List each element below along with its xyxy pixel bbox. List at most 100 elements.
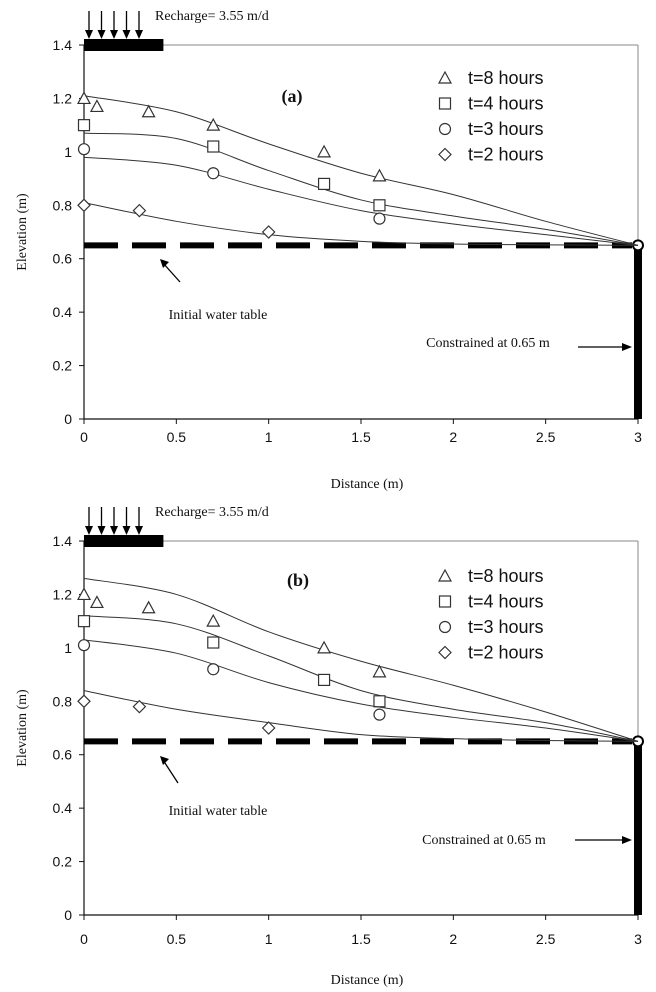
data-point bbox=[132, 699, 147, 714]
legend-label: t=8 hours bbox=[468, 68, 544, 88]
data-point bbox=[206, 117, 221, 131]
legend-marker bbox=[438, 620, 452, 634]
series-circle bbox=[77, 143, 639, 246]
model-curve bbox=[83, 156, 639, 246]
recharge-arrowhead bbox=[97, 526, 106, 535]
y-tick-label: 0.2 bbox=[53, 358, 73, 374]
data-point bbox=[317, 144, 332, 158]
data-point bbox=[317, 177, 331, 191]
data-point bbox=[76, 587, 92, 601]
x-tick-label: 3 bbox=[634, 429, 642, 445]
y-tick-label: 0.8 bbox=[53, 693, 73, 709]
chart-panel-a: 0 0.2 0.4 0.6 0.8 1 1.2 1.4 0 0.5 1 1.5 2 2.5 3 Distanc… bbox=[15, 9, 644, 492]
constraint-label: Constrained at 0.65 m bbox=[422, 833, 546, 848]
water-table-pointer-head bbox=[160, 756, 169, 765]
legend-label: t=2 hours bbox=[468, 145, 544, 165]
data-point bbox=[207, 140, 220, 153]
y-tick-label: 0 bbox=[64, 907, 72, 923]
series-triangle bbox=[76, 577, 639, 742]
x-tick-label: 3 bbox=[634, 931, 642, 947]
x-tick-label: 2.5 bbox=[536, 931, 556, 947]
y-tick-label: 0.6 bbox=[53, 251, 73, 267]
legend-label: t=4 hours bbox=[468, 94, 544, 114]
series-square bbox=[77, 615, 639, 742]
data-point bbox=[132, 203, 147, 218]
model-curve bbox=[83, 202, 639, 246]
panel-label: (a) bbox=[282, 86, 303, 107]
model-curve bbox=[83, 615, 639, 742]
data-point bbox=[77, 639, 91, 652]
y-tick-label: 0 bbox=[64, 411, 72, 427]
legend-marker bbox=[438, 122, 452, 136]
x-tick-label: 2 bbox=[449, 931, 457, 947]
data-point bbox=[76, 91, 92, 105]
recharge-bar bbox=[84, 535, 164, 547]
x-axis-title: Distance (m) bbox=[331, 477, 404, 492]
model-curve bbox=[83, 132, 639, 246]
model-curve bbox=[83, 95, 639, 246]
legend-label: t=4 hours bbox=[468, 592, 544, 612]
data-point bbox=[141, 600, 156, 614]
constraint-boundary-bar bbox=[634, 245, 642, 419]
model-curve bbox=[83, 639, 639, 742]
constraint-pointer-head bbox=[622, 836, 632, 844]
y-tick-label: 0.2 bbox=[53, 854, 73, 870]
y-tick-label: 1 bbox=[64, 144, 72, 160]
data-point bbox=[89, 595, 104, 609]
data-point bbox=[317, 673, 331, 687]
recharge-arrowhead bbox=[85, 30, 93, 39]
x-tick-label: 2 bbox=[449, 429, 457, 445]
recharge-arrowhead bbox=[97, 30, 106, 39]
data-point bbox=[373, 199, 386, 212]
model-curve bbox=[83, 577, 639, 742]
water-table-pointer-head bbox=[160, 259, 169, 268]
series-diamond bbox=[77, 198, 639, 246]
water-table-pointer-shaft bbox=[162, 262, 181, 283]
series-triangle bbox=[76, 91, 639, 246]
y-axis-title: Elevation (m) bbox=[15, 689, 30, 767]
legend-label: t=8 hours bbox=[468, 566, 544, 586]
series-circle bbox=[77, 639, 639, 742]
data-point bbox=[89, 99, 104, 113]
data-point bbox=[141, 104, 156, 118]
data-point bbox=[373, 708, 386, 721]
recharge-arrowhead bbox=[110, 30, 118, 39]
chart-panel-b: 0 0.2 0.4 0.6 0.8 1 1.2 1.4 0 0.5 1 1.5 2 2.5 3 Distanc… bbox=[15, 505, 644, 988]
model-curve bbox=[83, 690, 639, 742]
data-point bbox=[373, 695, 386, 708]
recharge-arrowhead bbox=[110, 526, 118, 535]
legend-marker bbox=[437, 568, 453, 582]
y-tick-label: 1.4 bbox=[53, 533, 73, 549]
data-point bbox=[77, 615, 91, 628]
initial-water-table-label: Initial water table bbox=[169, 804, 268, 819]
x-tick-label: 0 bbox=[80, 429, 88, 445]
y-tick-label: 0.6 bbox=[53, 747, 73, 763]
recharge-label: Recharge= 3.55 m/d bbox=[155, 9, 269, 24]
data-point bbox=[77, 119, 91, 132]
water-table-pointer-shaft bbox=[162, 759, 179, 784]
legend-label: t=2 hours bbox=[468, 643, 544, 663]
data-point bbox=[372, 168, 387, 182]
constraint-boundary-bar bbox=[634, 741, 642, 915]
legend-label: t=3 hours bbox=[468, 617, 544, 637]
recharge-arrowhead bbox=[135, 30, 143, 39]
x-tick-label: 1.5 bbox=[351, 931, 371, 947]
x-tick-label: 1 bbox=[265, 931, 273, 947]
y-tick-label: 1 bbox=[64, 640, 72, 656]
series-diamond bbox=[77, 690, 639, 742]
y-tick-label: 1.2 bbox=[53, 586, 73, 602]
y-tick-label: 1.4 bbox=[53, 37, 73, 53]
data-point bbox=[261, 721, 276, 735]
recharge-arrowhead bbox=[122, 30, 131, 39]
y-tick-label: 1.2 bbox=[53, 90, 73, 106]
y-tick-label: 0.4 bbox=[53, 800, 73, 816]
constraint-pointer-head bbox=[622, 343, 632, 351]
recharge-label: Recharge= 3.55 m/d bbox=[155, 505, 269, 520]
data-point bbox=[207, 636, 220, 649]
data-point bbox=[77, 694, 91, 709]
recharge-arrowhead bbox=[135, 526, 143, 535]
x-axis-title: Distance (m) bbox=[331, 973, 404, 988]
legend-marker bbox=[438, 147, 452, 162]
legend-marker bbox=[438, 97, 452, 110]
